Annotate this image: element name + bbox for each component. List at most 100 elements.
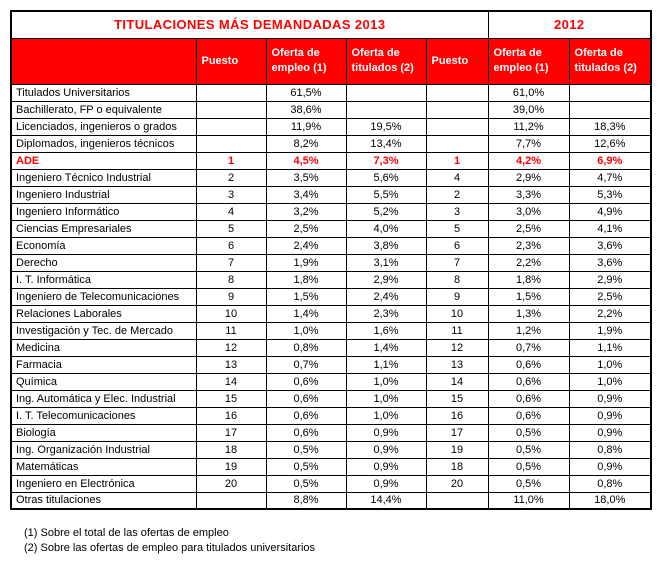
- row-value: 0,5%: [265, 440, 347, 459]
- row-value: [345, 83, 427, 102]
- table-row: Ingeniero Informático 4 3,2% 5,2% 3 3,0% 4,9%: [10, 202, 652, 221]
- row-label: Economía: [10, 236, 197, 255]
- row-value: 1,5%: [487, 287, 570, 306]
- row-value: 14: [195, 372, 267, 391]
- row-value: 0,6%: [265, 372, 347, 391]
- row-label: Bachillerato, FP o equivalente: [10, 100, 197, 119]
- row-value: 3,3%: [487, 185, 570, 204]
- row-value: [568, 83, 652, 102]
- row-value: 13: [425, 355, 489, 374]
- row-value: 20: [195, 474, 267, 493]
- row-value: 6: [425, 236, 489, 255]
- row-value: [425, 491, 489, 510]
- row-value: 4,0%: [345, 219, 427, 238]
- row-value: 18: [195, 440, 267, 459]
- row-value: 0,9%: [345, 457, 427, 476]
- row-value: 1,4%: [265, 304, 347, 323]
- table-row: Ing. Automática y Elec. Industrial 15 0,6%…: [10, 389, 652, 408]
- row-label: I. T. Telecomunicaciones: [10, 406, 197, 425]
- row-value: 1,3%: [487, 304, 570, 323]
- row-value: 3,2%: [265, 202, 347, 221]
- row-value: 0,9%: [345, 440, 427, 459]
- row-value: 0,6%: [265, 423, 347, 442]
- row-value: 0,8%: [568, 474, 652, 493]
- row-value: 1,0%: [345, 389, 427, 408]
- row-value: 0,9%: [568, 457, 652, 476]
- footnotes: (1) Sobre el total de las ofertas de emp…: [10, 526, 650, 557]
- row-value: 15: [195, 389, 267, 408]
- row-value: 15: [425, 389, 489, 408]
- row-value: 13: [195, 355, 267, 374]
- row-value: 3,4%: [265, 185, 347, 204]
- row-value: 2,3%: [345, 304, 427, 323]
- row-value: 5,3%: [568, 185, 652, 204]
- row-value: 5: [195, 219, 267, 238]
- column-header-row: Puesto Oferta de empleo (1) Oferta de ti…: [10, 37, 652, 85]
- row-value: 5,5%: [345, 185, 427, 204]
- row-value: 7: [425, 253, 489, 272]
- row-value: 2,4%: [265, 236, 347, 255]
- table-row: Economía 6 2,4% 3,8% 6 2,3% 3,6%: [10, 236, 652, 255]
- row-value: 12: [195, 338, 267, 357]
- row-value: [195, 117, 267, 136]
- table-row: Titulados Universitarios 61,5% 61,0%: [10, 83, 652, 102]
- table-row: Investigación y Tec. de Mercado 11 1,0% 1,6…: [10, 321, 652, 340]
- table-row: Química 14 0,6% 1,0% 14 0,6% 1,0%: [10, 372, 652, 391]
- row-value: 1,0%: [345, 406, 427, 425]
- row-value: 18,0%: [568, 491, 652, 510]
- row-value: 16: [425, 406, 489, 425]
- row-value: 6: [195, 236, 267, 255]
- row-value: 2,5%: [568, 287, 652, 306]
- row-value: 1,0%: [568, 355, 652, 374]
- row-value: 18,3%: [568, 117, 652, 136]
- row-label: Otras titulaciones: [10, 491, 197, 510]
- table-row: Ingeniero Industrial 3 3,4% 5,5% 2 3,3% 5,3%: [10, 185, 652, 204]
- row-value: 7,3%: [345, 151, 427, 170]
- row-label: Ingeniero de Telecomunicaciones: [10, 287, 197, 306]
- row-value: 0,9%: [345, 423, 427, 442]
- table-row: Bachillerato, FP o equivalente 38,6% 39,0%: [10, 100, 652, 119]
- row-value: 0,7%: [487, 338, 570, 357]
- row-value: 11,9%: [265, 117, 347, 136]
- header-puesto-2012: Puesto: [425, 37, 489, 85]
- row-value: 1,5%: [265, 287, 347, 306]
- table-body: Titulados Universitarios 61,5% 61,0% Bachil…: [10, 83, 652, 510]
- titulaciones-table: TITULACIONES MÁS DEMANDADAS 2013 2012 Pu…: [10, 10, 653, 510]
- row-value: 0,6%: [487, 389, 570, 408]
- row-value: 2: [425, 185, 489, 204]
- row-value: 1,1%: [345, 355, 427, 374]
- table-row: Derecho 7 1,9% 3,1% 7 2,2% 3,6%: [10, 253, 652, 272]
- row-value: 2: [195, 168, 267, 187]
- row-value: [195, 100, 267, 119]
- table-row: Licenciados, ingenieros o grados 11,9% 19,…: [10, 117, 652, 136]
- row-value: 8: [425, 270, 489, 289]
- row-value: 1,0%: [265, 321, 347, 340]
- row-value: 1,8%: [487, 270, 570, 289]
- row-value: [195, 134, 267, 153]
- row-value: 0,6%: [487, 372, 570, 391]
- row-label: Ingeniero en Electrónica: [10, 474, 197, 493]
- row-label: Farmacia: [10, 355, 197, 374]
- row-value: 2,2%: [568, 304, 652, 323]
- footnote-2: (2) Sobre las ofertas de empleo para tit…: [24, 542, 316, 555]
- row-value: 0,9%: [568, 406, 652, 425]
- table-row: Otras titulaciones 8,8% 14,4% 11,0% 18,0%: [10, 491, 652, 510]
- row-label: Biología: [10, 423, 197, 442]
- row-label: Relaciones Laborales: [10, 304, 197, 323]
- row-value: 0,5%: [265, 474, 347, 493]
- header-cell-empty: [10, 37, 197, 85]
- table-row: Medicina 12 0,8% 1,4% 12 0,7% 1,1%: [10, 338, 652, 357]
- row-label: Medicina: [10, 338, 197, 357]
- row-value: 4,2%: [487, 151, 570, 170]
- row-label: I. T. Informática: [10, 270, 197, 289]
- table-row: I. T. Informática 8 1,8% 2,9% 8 1,8% 2,9%: [10, 270, 652, 289]
- row-value: 10: [195, 304, 267, 323]
- row-value: 1,1%: [568, 338, 652, 357]
- row-value: 20: [425, 474, 489, 493]
- row-value: 1,9%: [265, 253, 347, 272]
- row-label: Titulados Universitarios: [10, 83, 197, 102]
- row-value: 8: [195, 270, 267, 289]
- header-oferta-empleo-2012: Oferta de empleo (1): [487, 37, 570, 85]
- row-label: Ciencias Empresariales: [10, 219, 197, 238]
